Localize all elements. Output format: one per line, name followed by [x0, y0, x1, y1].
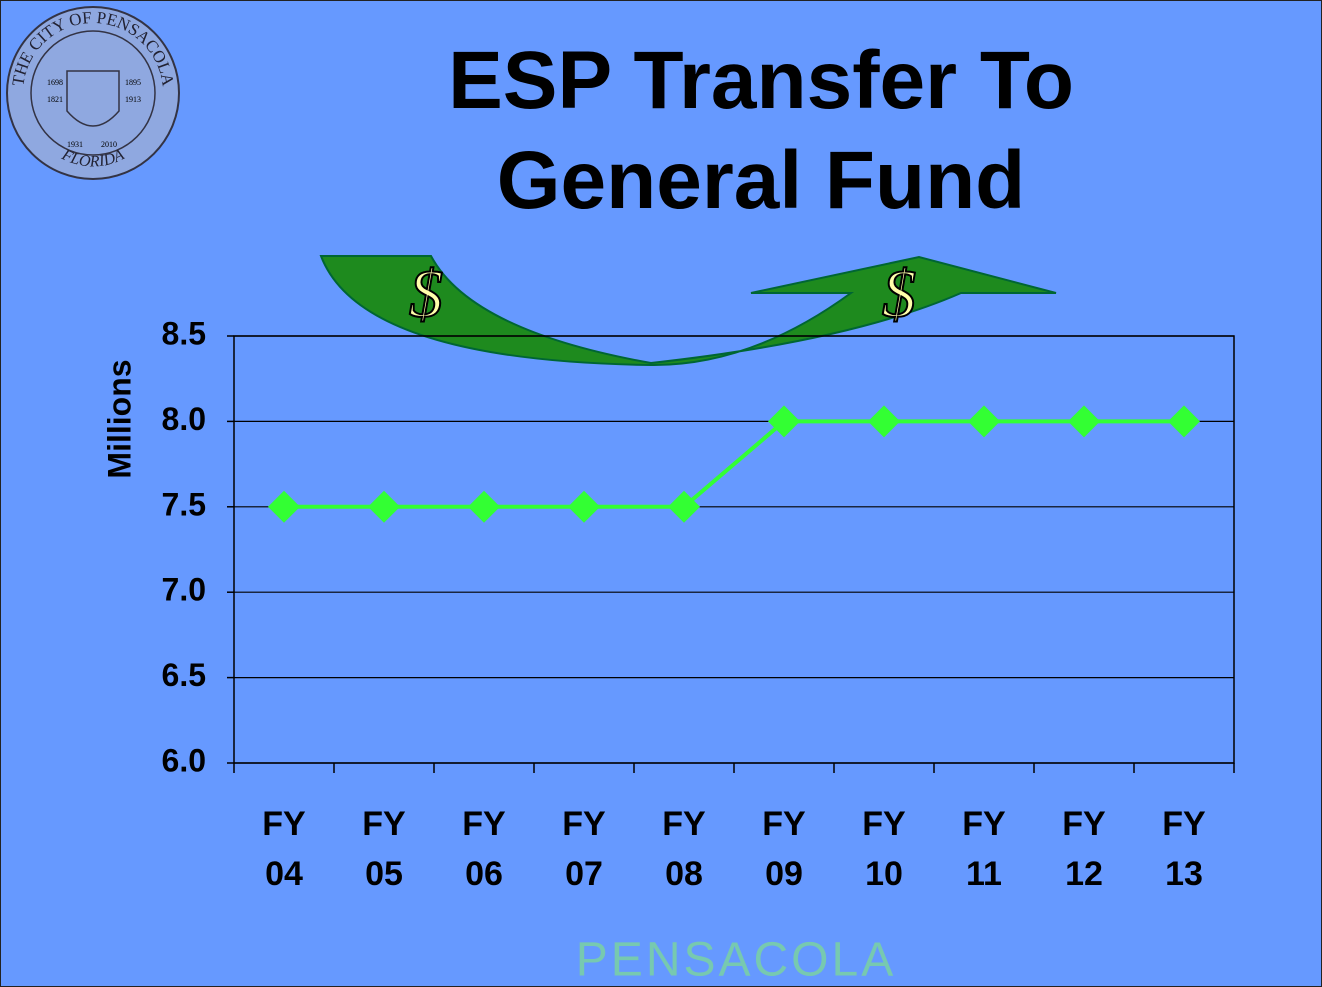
chart-title: ESP Transfer To General Fund [448, 35, 1074, 226]
x-tick-label: FY 09 [762, 805, 806, 893]
x-tick-label: FY 04 [262, 805, 306, 893]
point [568, 490, 600, 523]
dollar-sign: $ [882, 256, 916, 332]
y-tick-label: 7.0 [162, 572, 206, 608]
seal-year: 1931 [67, 140, 83, 149]
x-tick-label: FY 12 [1062, 805, 1106, 893]
seal-year: 2010 [101, 140, 117, 149]
y-tick-label: 7.5 [162, 486, 206, 522]
footer-logo: PENSACOLA [576, 934, 896, 986]
plot-area [233, 335, 1235, 764]
seal-year: 1895 [125, 78, 141, 87]
y-tick-label: 6.0 [162, 742, 206, 778]
x-tick-label: FY 07 [562, 805, 606, 893]
x-tick-label: FY 10 [862, 805, 906, 893]
x-tick-label: FY 05 [362, 805, 406, 893]
point [768, 405, 800, 438]
x-tick-label: FY 13 [1162, 805, 1206, 893]
x-tick-label: FY 11 [962, 805, 1006, 893]
point [1168, 405, 1200, 438]
seal-year: 1821 [47, 95, 63, 104]
point [1068, 405, 1100, 438]
series-line [284, 419, 1184, 509]
point [968, 405, 1000, 438]
y-tick-label: 8.0 [162, 401, 206, 437]
point [368, 490, 400, 523]
point [668, 490, 700, 523]
point [868, 405, 900, 438]
seal-year: 1698 [47, 78, 63, 87]
x-tick-label: FY 08 [662, 805, 706, 893]
y-axis-label: Millions [101, 359, 137, 478]
arrow: $ $ [319, 255, 1057, 367]
y-tick-label: 6.5 [162, 657, 206, 693]
y-tick-label: 8.5 [162, 315, 206, 351]
x-tick-label: FY 06 [462, 805, 506, 893]
seal-year: 1913 [125, 95, 141, 104]
point [268, 490, 300, 523]
seal: THE CITY OF PENSACOLA FLORIDA 1698 1821 … [6, 6, 180, 180]
dollar-sign: $ [409, 256, 443, 332]
point [468, 490, 500, 523]
